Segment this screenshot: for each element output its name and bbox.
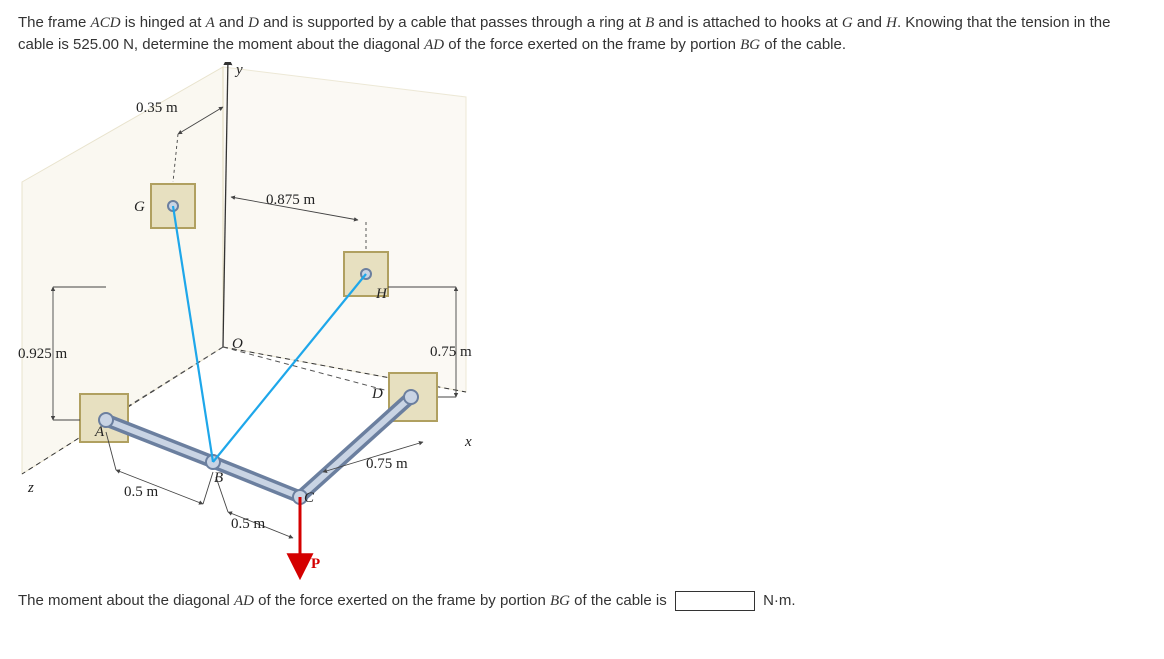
- tension-value: 525.00 N: [73, 36, 134, 53]
- figure: y z x G H O A D B C P 0.35 m 0.875 m 0.9…: [18, 62, 478, 582]
- dim-BCz: 0.5 m: [231, 514, 265, 535]
- dim-CD: 0.75 m: [366, 454, 408, 475]
- label-O: O: [232, 334, 243, 355]
- dim-G-offset: 0.35 m: [136, 98, 178, 119]
- label-P: P: [311, 554, 320, 575]
- answer-text: The moment about the diagonal AD of the …: [18, 592, 667, 609]
- figure-svg: [18, 62, 478, 582]
- problem-statement: The frame ACD is hinged at A and D and i…: [18, 12, 1146, 56]
- answer-line: The moment about the diagonal AD of the …: [18, 590, 1146, 612]
- label-H: H: [376, 284, 387, 305]
- label-D: D: [372, 384, 383, 405]
- axis-y-label: y: [236, 60, 243, 81]
- answer-input[interactable]: [675, 591, 755, 611]
- dim-AB: 0.5 m: [124, 482, 158, 503]
- axis-z-label: z: [28, 478, 34, 499]
- label-A: A: [95, 422, 104, 443]
- label-B: B: [214, 468, 223, 489]
- dim-D-Hy: 0.75 m: [430, 342, 472, 363]
- axis-x-label: x: [465, 432, 472, 453]
- dim-H-x: 0.875 m: [266, 190, 315, 211]
- dim-A-z: 0.925 m: [18, 344, 67, 365]
- label-C: C: [304, 488, 314, 509]
- answer-unit: N·m.: [763, 592, 796, 609]
- label-G: G: [134, 197, 145, 218]
